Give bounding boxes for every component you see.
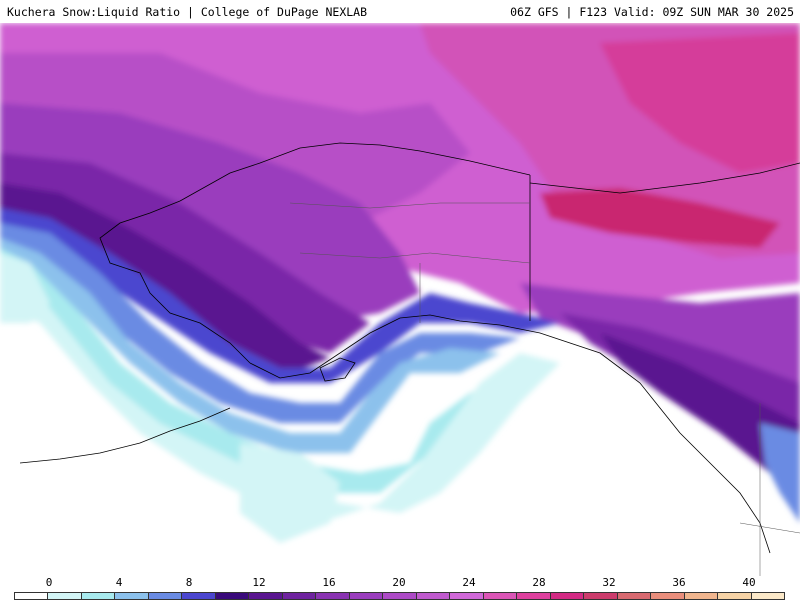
field-deep-pink-yukon [540,188,780,248]
alaska-west-coast [99,200,251,364]
legend-tick-12: 12 [252,576,266,589]
canada-bc-internal [739,403,800,576]
legend-color-cell [416,593,451,599]
legend-color-cell [450,593,484,599]
legend-color-cell [48,593,82,599]
model-run-valid-time: 06Z GFS | F123 Valid: 09Z SUN MAR 30 202… [510,5,794,19]
field-purple-interior [0,153,370,353]
field-deep-blue-coast [0,208,560,383]
legend-color-cell [517,593,551,599]
legend-tick-8: 8 [185,576,193,589]
legend-color-cell [617,593,652,599]
legend-color-cell [115,593,149,599]
legend-color-cell [316,593,350,599]
bc-coast [679,432,771,554]
header-bar: Kuchera Snow:Liquid Ratio | College of D… [0,0,800,23]
legend-color-cell [718,593,752,599]
alaska-south-coast [249,314,681,434]
snow-liquid-ratio-map [0,23,800,576]
legend-tick-0: 0 [45,576,53,589]
legend-color-cell [15,593,49,599]
legend-color-cell [148,593,183,599]
legend-color-cell [282,593,317,599]
legend-color-cell [182,593,216,599]
field-pale-cyan-gulf [240,443,340,543]
legend-color-cell [751,593,785,599]
legend-color-cell [81,593,116,599]
field-violet-central [0,103,420,323]
aleutian-islands [19,407,231,464]
legend-tick-20: 20 [392,576,406,589]
legend-tick-32: 32 [602,576,616,589]
kodiak-island [319,357,356,382]
color-scale-legend: 0 4 8 12 16 20 24 28 32 36 40 [0,576,800,600]
legend-tick-36: 36 [672,576,686,589]
legend-tick-28: 28 [532,576,546,589]
product-title: Kuchera Snow:Liquid Ratio | College of D… [7,5,368,19]
field-hot-pink-northeast [600,33,800,173]
alaska-north-coast [179,142,531,202]
field-pale-cyan-bering [0,268,560,523]
legend-tick-40: 40 [742,576,756,589]
field-cyan-bering [0,248,520,493]
yukon-border [529,162,800,194]
legend-tick-16: 16 [322,576,336,589]
map-borders [19,142,800,576]
legend-color-cell [550,593,585,599]
legend-color-cell [249,593,283,599]
field-blue-bc-coast [760,423,800,523]
legend-color-cell [349,593,384,599]
field-pale-cyan-west [0,253,50,323]
field-deep-purple-coast [600,333,800,503]
alaska-internal-borders [289,202,531,323]
legend-color-cell [215,593,250,599]
legend-color-cell [383,593,417,599]
field-deep-purple-southwest [0,183,330,373]
legend-color-cell [684,593,719,599]
legend-color-cell [651,593,685,599]
field-light-blue-coast [0,238,500,453]
legend-color-cell [584,593,618,599]
legend-color-cell [483,593,518,599]
legend-tick-24: 24 [462,576,476,589]
legend-colorbar [14,592,785,600]
legend-tick-4: 4 [115,576,123,589]
